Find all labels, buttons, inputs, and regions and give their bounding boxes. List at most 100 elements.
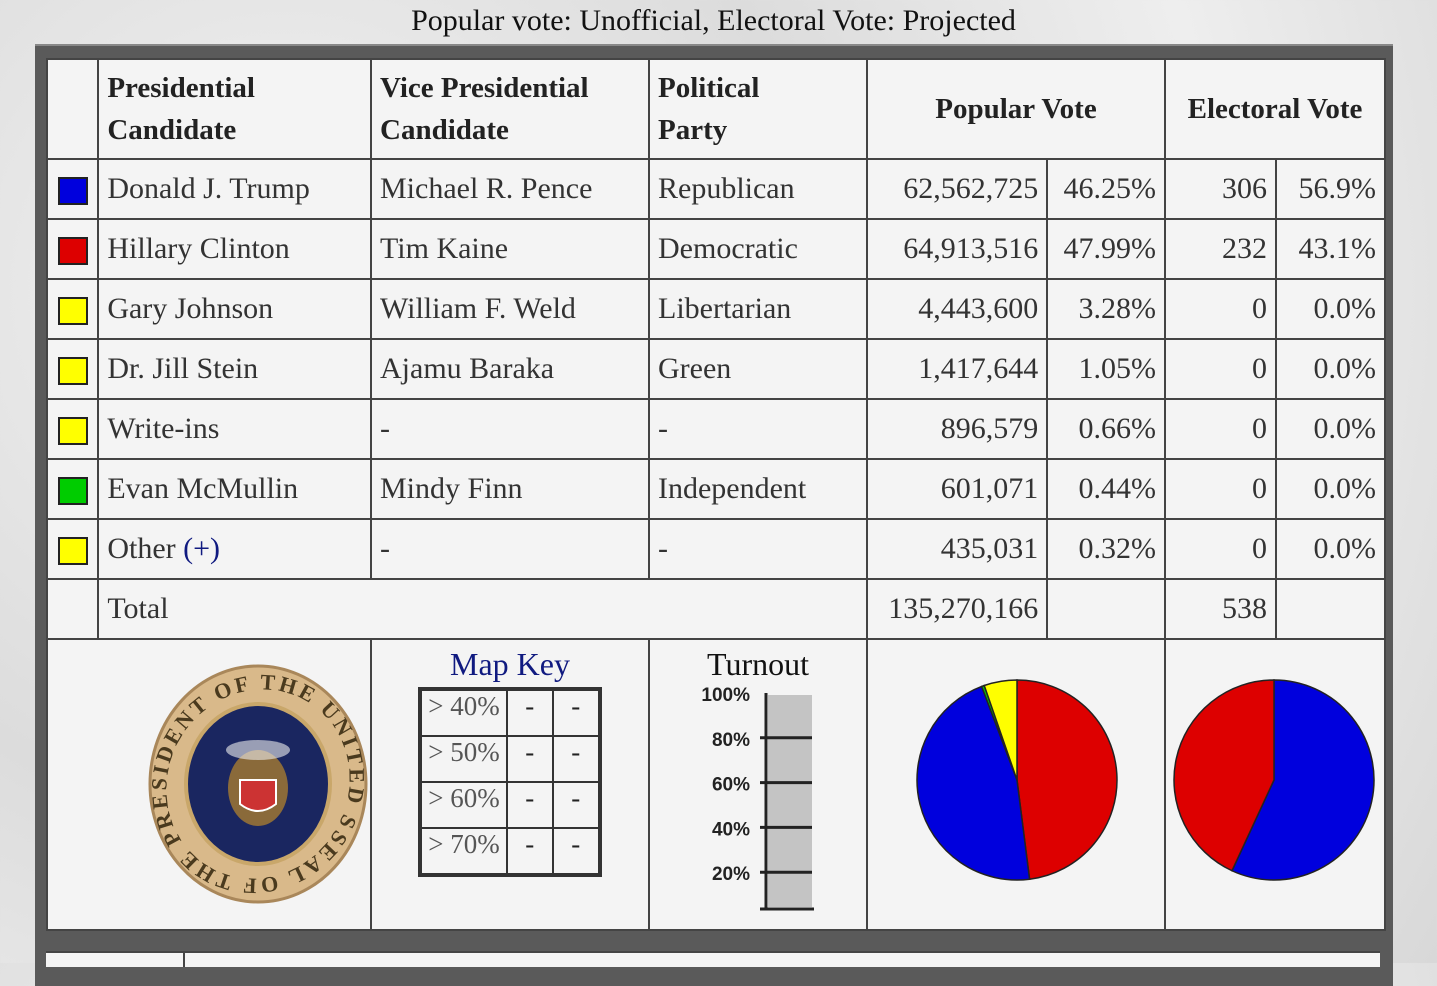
candidate-row: Dr. Jill Stein Ajamu Baraka Green 1,417,…: [45, 338, 1386, 400]
candidate-row: Donald J. Trump Michael R. Pence Republi…: [45, 158, 1386, 220]
popular-pct: 46.25%: [1046, 158, 1166, 220]
pie-slice: [916, 685, 1031, 881]
popular-vote-pie-cell: [866, 638, 1166, 931]
other-expand-link[interactable]: (+): [183, 532, 221, 565]
president-header: Presidential Candidate: [97, 58, 372, 160]
party-color-swatch: [57, 537, 88, 566]
candidate-row: Gary Johnson William F. Weld Libertarian…: [45, 278, 1386, 340]
popular-pct: 0.66%: [1046, 398, 1166, 460]
party-color-swatch: [57, 177, 88, 206]
map-key-value: -: [505, 781, 554, 829]
map-key-value: -: [551, 781, 601, 829]
president-name: Donald J. Trump: [97, 158, 372, 220]
map-key-value: -: [551, 827, 601, 876]
popular-votes: 601,071: [865, 458, 1049, 520]
president-name: Gary Johnson: [97, 278, 372, 340]
party-name: Green: [648, 338, 868, 400]
turnout-cell: Turnout 100% 80% 60% 40% 20%: [648, 638, 868, 931]
president-name: Dr. Jill Stein: [97, 338, 372, 400]
pie-slice: [983, 679, 1018, 781]
electoral-pct: 0.0%: [1275, 398, 1386, 460]
map-key-row: > 40% - -: [419, 688, 601, 737]
president-name: Evan McMullin: [97, 458, 372, 520]
turnout-bar: [768, 695, 812, 907]
electoral-pct: 56.9%: [1275, 158, 1386, 220]
electoral-pct: 43.1%: [1275, 218, 1386, 280]
party-name: Republican: [648, 158, 868, 220]
results-caption: Popular vote: Unofficial, Electoral Vote…: [411, 4, 1016, 37]
party-name: Democratic: [648, 218, 868, 280]
electoral-votes: 0: [1164, 398, 1277, 460]
vp-name: Tim Kaine: [370, 218, 650, 280]
electoral-votes: 0: [1164, 518, 1277, 580]
vp-name: Mindy Finn: [370, 458, 650, 520]
summary-row: SEAL OF THE PRESIDENT OF THE UNITED STAT…: [46, 628, 1386, 986]
electoral-votes: 0: [1164, 338, 1277, 400]
party-name: Independent: [648, 458, 868, 520]
total-row: Total 135,270,166 538: [45, 578, 1386, 640]
popular-pct: 0.44%: [1046, 458, 1166, 520]
presidential-seal-icon: SEAL OF THE PRESIDENT OF THE UNITED STAT…: [81, 628, 506, 986]
party-color-swatch: [57, 237, 88, 266]
turnout-tick-label: 20%: [712, 864, 750, 885]
electoral-vote-pie: [1173, 679, 1375, 881]
candidate-row: Hillary Clinton Tim Kaine Democratic 64,…: [45, 218, 1386, 280]
candidate-row: Evan McMullin Mindy Finn Independent 601…: [45, 458, 1386, 520]
vp-header: Vice Presidential Candidate: [370, 58, 650, 160]
vp-name: Ajamu Baraka: [370, 338, 650, 400]
map-key-cell: Map Key > 40% - - > 50% - - > 60% - - > 70% - -: [370, 638, 650, 931]
turnout-tick-label: 40%: [712, 819, 750, 840]
map-key-label: > 40%: [419, 688, 508, 737]
electoral-pct: 0.0%: [1275, 278, 1386, 340]
map-key-value: -: [505, 688, 554, 737]
popular-votes: 4,443,600: [865, 278, 1049, 340]
electoral-votes: 306: [1164, 158, 1277, 220]
electoral-votes: 232: [1164, 218, 1277, 280]
map-key-value: -: [551, 688, 601, 737]
electoral-pct: 0.0%: [1275, 338, 1386, 400]
turnout-tick-label: 100%: [701, 685, 750, 706]
party-name: Libertarian: [648, 278, 868, 340]
electoral-votes: 0: [1164, 458, 1277, 520]
map-key-label: > 50%: [419, 735, 508, 783]
seal-cell: SEAL OF THE PRESIDENT OF THE UNITED STAT…: [46, 628, 506, 986]
map-key-value: -: [505, 827, 554, 876]
party-color-swatch: [57, 477, 88, 506]
popular-votes: 435,031: [865, 518, 1049, 580]
party-header: Political Party: [648, 58, 868, 160]
party-color-swatch: [57, 417, 88, 446]
candidate-row: Other (+) - - 435,031 0.32% 0 0.0%: [45, 518, 1386, 580]
map-key-value: -: [505, 735, 554, 783]
pie-slice: [1173, 679, 1275, 872]
electoral-votes: 0: [1164, 278, 1277, 340]
party-name: -: [648, 398, 868, 460]
popular-votes: 896,579: [865, 398, 1049, 460]
header-row: Presidential Candidate Vice Presidential C…: [45, 58, 1386, 160]
turnout-title: Turnout: [707, 646, 809, 682]
popular-votes: 62,562,725: [865, 158, 1049, 220]
map-key-value: -: [551, 735, 601, 783]
electoral-vote-header: Electoral Vote: [1164, 58, 1386, 160]
vp-name: -: [370, 518, 650, 580]
party-color-swatch: [57, 297, 88, 326]
pie-slice: [1230, 679, 1375, 881]
popular-votes: 64,913,516: [865, 218, 1049, 280]
party-name: -: [648, 518, 868, 580]
turnout-tick-label: 60%: [712, 775, 750, 796]
total-ev: 538: [1164, 578, 1277, 640]
party-color-swatch: [57, 357, 88, 386]
popular-votes: 1,417,644: [865, 338, 1049, 400]
total-label: Total: [97, 578, 868, 640]
map-key-table: > 40% - - > 50% - - > 60% - - > 70% - -: [418, 687, 602, 877]
map-key-title: Map Key: [450, 646, 570, 682]
electoral-vote-pie-cell: [1164, 638, 1386, 931]
vp-name: Michael R. Pence: [370, 158, 650, 220]
turnout-gauge: 100% 80% 60% 40% 20%: [701, 685, 814, 911]
turnout-tick-label: 80%: [712, 730, 750, 751]
popular-vote-header: Popular Vote: [866, 58, 1166, 160]
map-key-row: > 70% - -: [419, 827, 601, 876]
vp-name: -: [370, 398, 650, 460]
popular-pct: 0.32%: [1046, 518, 1166, 580]
electoral-pct: 0.0%: [1275, 458, 1386, 520]
president-name: Other (+): [97, 518, 372, 580]
